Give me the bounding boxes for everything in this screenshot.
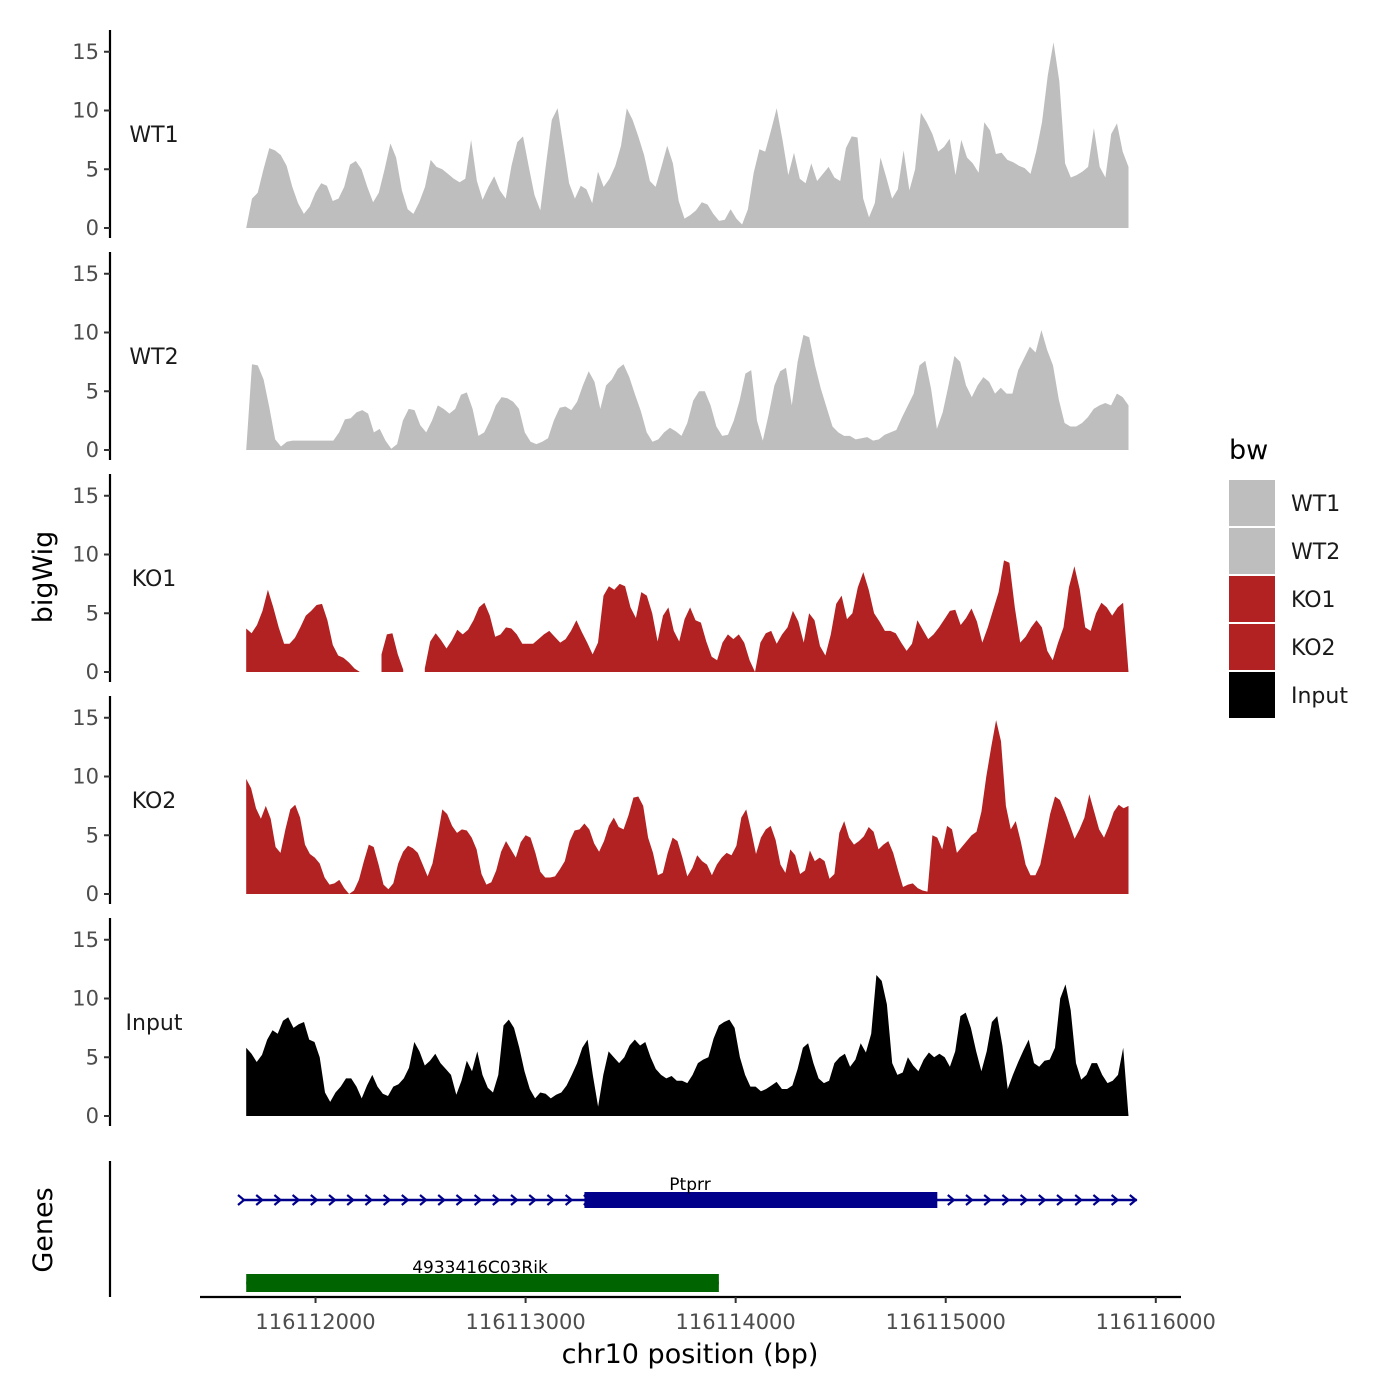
- strand-arrow: [1110, 1194, 1120, 1206]
- strand-arrow: [401, 1194, 410, 1206]
- track-label-ko2: KO2: [132, 789, 177, 814]
- legend-swatch-wt2: [1229, 528, 1275, 574]
- coverage-area-ko1: [381, 633, 404, 672]
- legend-swatch-input: [1229, 672, 1275, 718]
- gene-label: Ptprr: [669, 1175, 710, 1195]
- legend: bw WT1 WT2 KO1 KO2 Input: [1229, 435, 1348, 718]
- strand-arrow: [255, 1194, 264, 1206]
- y-tick-label: 0: [86, 660, 99, 684]
- legend-label-ko2: KO2: [1291, 636, 1336, 661]
- track-panel-ko2: 0 5 10 15 KO2: [72, 696, 1129, 906]
- coverage-area-ko1: [246, 589, 360, 672]
- strand-arrow: [947, 1194, 956, 1206]
- strand-arrow: [437, 1194, 446, 1206]
- coverage-area-wt2: [246, 330, 1129, 450]
- legend-label-input: Input: [1291, 684, 1348, 709]
- y-tick-label: 0: [86, 882, 99, 906]
- gene-ptprr: Ptprr: [237, 1175, 1138, 1208]
- y-axis-title: bigWig: [28, 531, 59, 624]
- strand-arrow: [492, 1194, 501, 1206]
- x-axis: 116112000 116113000 116114000 116115000 1161…: [200, 1295, 1216, 1334]
- y-tick-label: 0: [86, 1104, 99, 1128]
- y-tick-label: 5: [86, 601, 99, 625]
- coverage-area-ko1: [424, 560, 1129, 672]
- strand-arrow: [528, 1194, 537, 1206]
- y-tick-label: 10: [72, 99, 99, 123]
- track-label-ko1: KO1: [132, 567, 177, 592]
- strand-arrow: [310, 1194, 319, 1206]
- strand-arrow: [510, 1194, 519, 1206]
- legend-swatch-ko1: [1229, 576, 1275, 622]
- strand-arrow: [237, 1194, 246, 1206]
- y-tick-label: 0: [86, 216, 99, 240]
- gene-body: [246, 1274, 719, 1292]
- gene-body: [584, 1192, 938, 1208]
- y-tick-label: 5: [86, 157, 99, 181]
- track-label-wt2: WT2: [129, 345, 178, 370]
- y-tick-label: 0: [86, 438, 99, 462]
- y-tick-label: 10: [72, 543, 99, 567]
- strand-arrow: [455, 1194, 465, 1206]
- strand-arrow: [273, 1194, 283, 1206]
- y-tick-label: 15: [72, 484, 99, 508]
- strand-arrow: [346, 1194, 355, 1206]
- legend-label-wt2: WT2: [1291, 540, 1340, 565]
- y-tick-label: 5: [86, 1045, 99, 1069]
- strand-arrow: [564, 1194, 574, 1206]
- legend-swatch-ko2: [1229, 624, 1275, 670]
- legend-label-wt1: WT1: [1291, 492, 1340, 517]
- genes-panel: Ptprr 4933416C03Rik: [108, 1161, 1138, 1297]
- strand-arrow: [1038, 1194, 1047, 1206]
- coverage-area-input: [246, 975, 1129, 1116]
- strand-arrow: [546, 1194, 556, 1206]
- y-tick-label: 15: [72, 706, 99, 730]
- y-tick-label: 15: [72, 928, 99, 952]
- genes-axis-title: Genes: [28, 1187, 59, 1272]
- x-tick-label: 116112000: [255, 1310, 375, 1334]
- legend-label-ko1: KO1: [1291, 588, 1336, 613]
- track-label-input: Input: [126, 1011, 183, 1036]
- strand-arrow: [1056, 1194, 1065, 1206]
- track-panel-input: 0 5 10 15 Input: [72, 918, 1129, 1128]
- x-tick-label: 116114000: [676, 1310, 796, 1334]
- strand-arrow: [1129, 1194, 1138, 1206]
- strand-arrow: [328, 1194, 337, 1206]
- coverage-area-wt1: [246, 42, 1129, 228]
- y-tick-label: 5: [86, 823, 99, 847]
- strand-arrow: [291, 1194, 301, 1206]
- y-tick-label: 10: [72, 765, 99, 789]
- x-tick-label: 116116000: [1096, 1310, 1216, 1334]
- gene-label: 4933416C03Rik: [412, 1258, 548, 1278]
- track-panel-ko1: 0 5 10 15 KO1: [72, 474, 1129, 684]
- strand-arrow: [382, 1194, 392, 1206]
- x-tick-label: 116113000: [465, 1310, 585, 1334]
- track-label-wt1: WT1: [129, 123, 178, 148]
- track-panel-wt1: 0 5 10 15 WT1: [72, 30, 1129, 240]
- strand-arrow: [1001, 1194, 1011, 1206]
- strand-arrow: [1019, 1194, 1029, 1206]
- y-tick-label: 15: [72, 40, 99, 64]
- y-tick-label: 5: [86, 379, 99, 403]
- strand-arrow: [364, 1194, 374, 1206]
- coverage-area-ko2: [246, 720, 1129, 894]
- strand-arrow: [419, 1194, 428, 1206]
- y-tick-label: 10: [72, 987, 99, 1011]
- legend-swatch-wt1: [1229, 480, 1275, 526]
- strand-arrow: [965, 1194, 974, 1206]
- strand-arrow: [983, 1194, 992, 1206]
- y-tick-label: 15: [72, 262, 99, 286]
- strand-arrow: [1092, 1194, 1102, 1206]
- y-tick-label: 10: [72, 321, 99, 345]
- strand-arrow: [473, 1194, 483, 1206]
- x-axis-title: chr10 position (bp): [562, 1339, 819, 1370]
- x-tick-label: 116115000: [886, 1310, 1006, 1334]
- legend-title: bw: [1229, 435, 1268, 466]
- gene-4933416c03rik: 4933416C03Rik: [246, 1258, 719, 1292]
- track-panels: 0 5 10 15 WT1 0 5 10 15 WT2 0 5 10 15 KO1 0 5 10 15 KO2 0 5 10…: [72, 30, 1129, 1128]
- strand-arrow: [1074, 1194, 1083, 1206]
- track-panel-wt2: 0 5 10 15 WT2: [72, 252, 1129, 462]
